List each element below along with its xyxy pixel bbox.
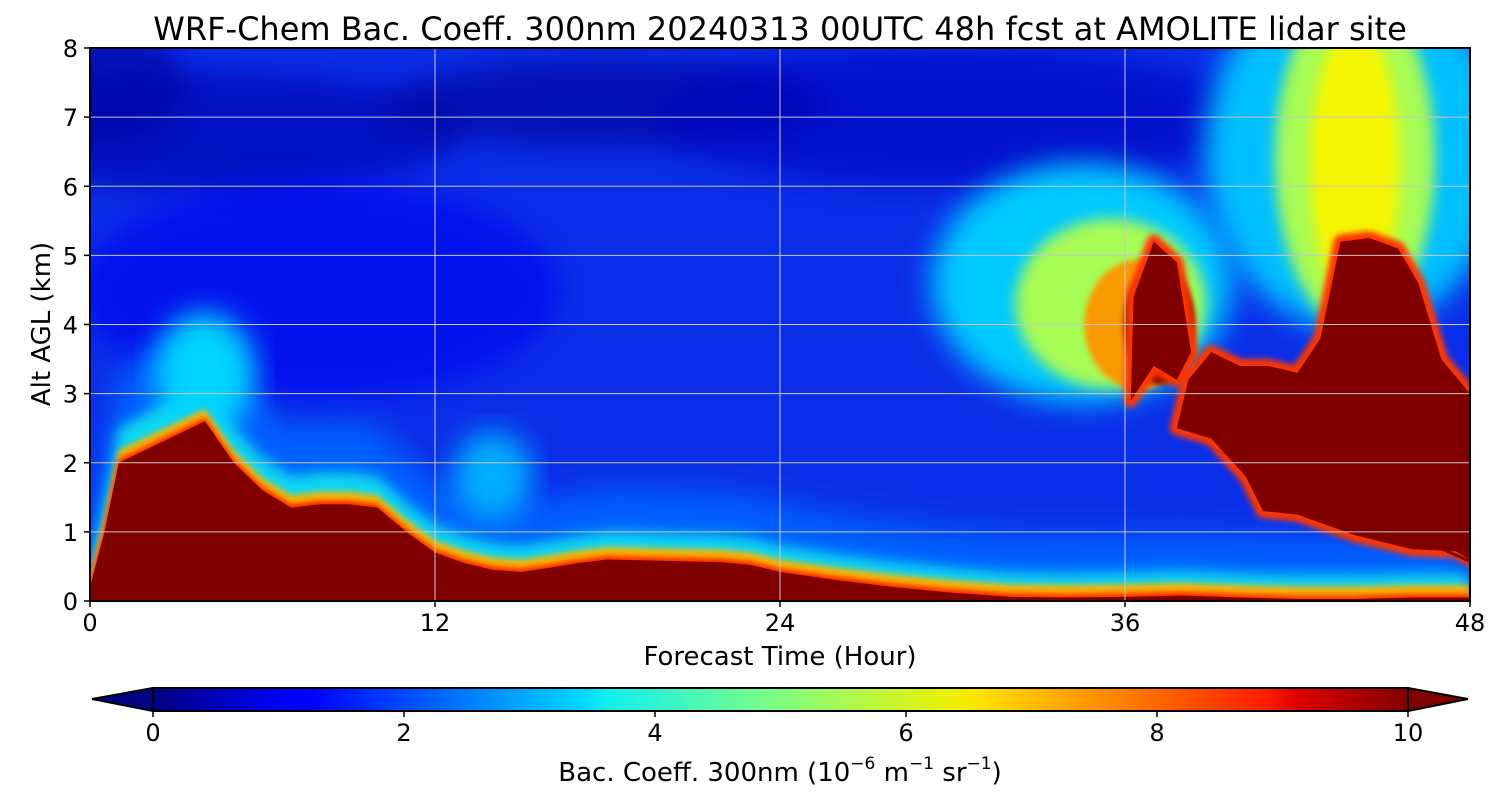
upper-field-blob [90, 48, 185, 143]
colorbar-label-mid2: sr [934, 758, 967, 788]
colorbar-label-exp3: −1 [967, 754, 992, 774]
plume-layer [155, 312, 255, 433]
y-tick-label: 6 [63, 173, 78, 201]
colorbar-tick-label: 6 [898, 719, 913, 747]
plot-area [90, 48, 1470, 601]
colorbar-extend-high [1407, 686, 1469, 713]
x-axis-label: Forecast Time (Hour) [643, 642, 916, 672]
plume-layer [452, 431, 533, 522]
y-tick-label: 4 [63, 312, 78, 340]
x-tick-label: 36 [1110, 609, 1141, 637]
y-tick-label: 3 [63, 381, 78, 409]
y-tick-label: 7 [63, 104, 78, 132]
y-tick-label: 5 [63, 242, 78, 270]
colorbar-tick-label: 2 [396, 719, 411, 747]
y-tick-label: 2 [63, 450, 78, 478]
colorbar-bar [152, 687, 1409, 712]
y-tick-label: 0 [63, 588, 78, 616]
colorbar-label-main: Bac. Coeff. 300nm (10 [558, 758, 850, 788]
y-tick-label: 1 [63, 519, 78, 547]
upper-field-blob [90, 70, 465, 191]
x-tick-label: 24 [765, 609, 796, 637]
x-tick-label: 48 [1455, 609, 1486, 637]
plume-core [1130, 241, 1192, 401]
colorbar-extend-low [91, 686, 154, 713]
colorbar-label-exp2: −1 [909, 754, 934, 774]
colorbar-tick-label: 0 [145, 719, 160, 747]
y-axis: 0 1 2 3 4 5 6 7 8 [63, 35, 90, 616]
x-tick-label: 0 [82, 609, 97, 637]
y-axis-label: Alt AGL (km) [27, 242, 57, 406]
colorbar-label-mid: m [875, 758, 909, 788]
backscatter-field [90, 48, 1470, 601]
colorbar-label-end: ) [992, 758, 1002, 788]
plume-core [1176, 238, 1470, 560]
colorbar-ticks: 0 2 4 6 8 10 [145, 711, 1423, 747]
colorbar-tick-label: 8 [1149, 719, 1164, 747]
colorbar-label: Bac. Coeff. 300nm (10−6 m−1 sr−1) [558, 754, 1001, 788]
x-axis: 0 12 24 36 48 [82, 601, 1485, 637]
chart-title: WRF-Chem Bac. Coeff. 300nm 20240313 00UT… [153, 10, 1407, 48]
colorbar-label-exp1: −6 [850, 754, 875, 774]
colorbar-tick-label: 10 [1393, 719, 1424, 747]
colorbar-tick-label: 4 [647, 719, 662, 747]
colorbar: 0 2 4 6 8 10 Bac. Coeff. 300nm (10−6 m−1 sr−1… [91, 686, 1469, 788]
x-tick-label: 12 [420, 609, 451, 637]
y-tick-label: 8 [63, 35, 78, 63]
plume-core-base [1196, 442, 1470, 563]
